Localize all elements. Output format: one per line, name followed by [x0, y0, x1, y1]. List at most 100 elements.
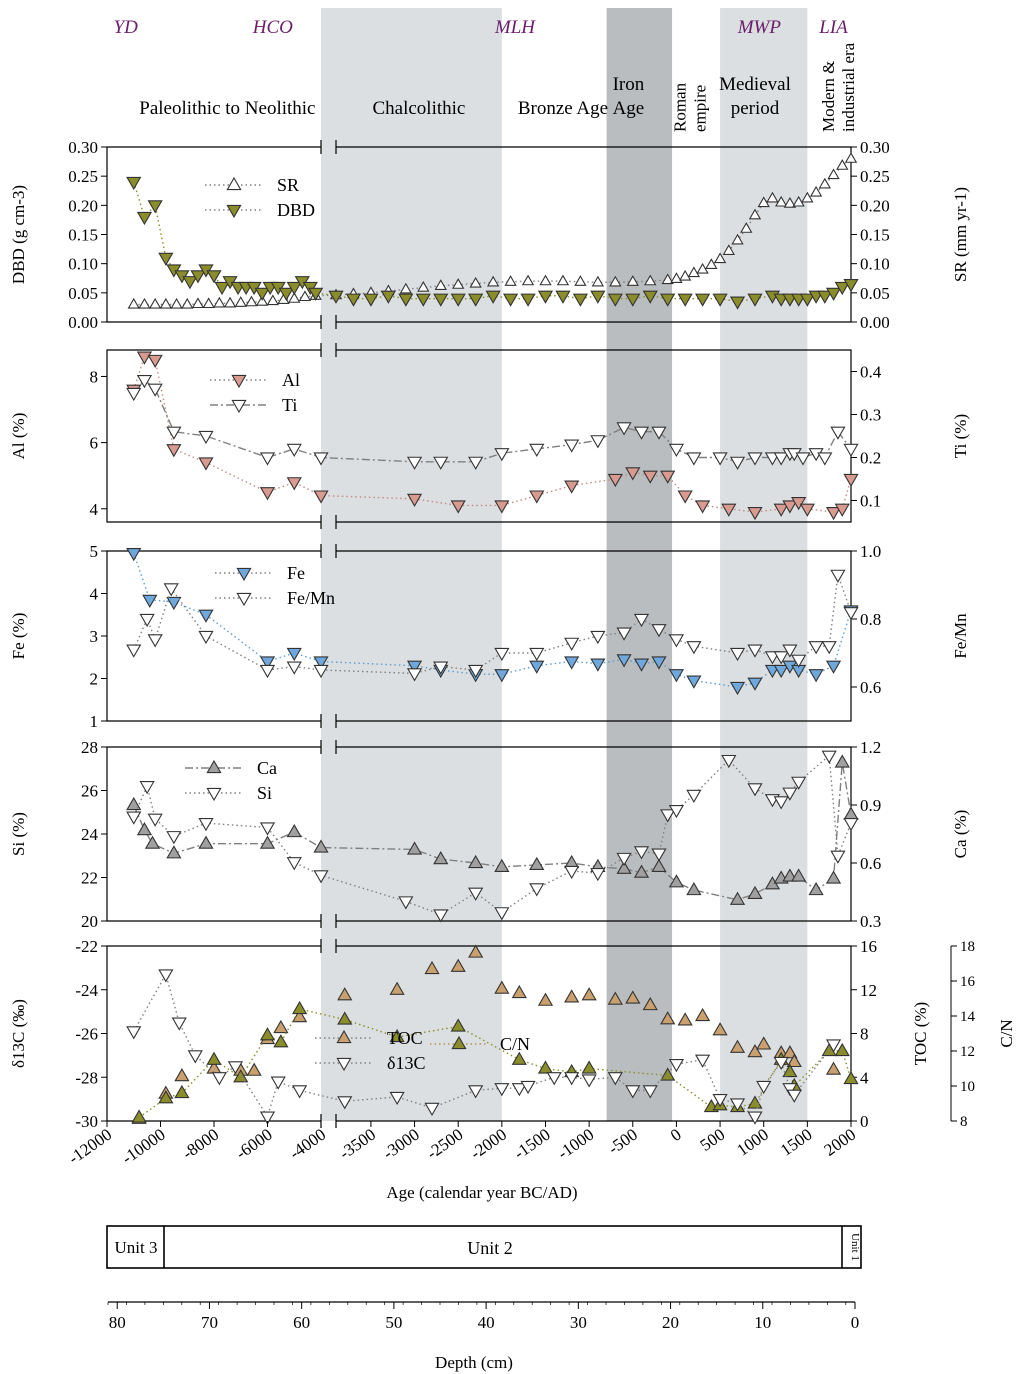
y-tick-label-right: 0.8	[860, 610, 881, 629]
panel-frame-right	[336, 550, 852, 722]
unit-column-frame	[106, 1225, 862, 1269]
data-point-Ti	[795, 452, 811, 466]
climate-period-label: HCO	[252, 17, 293, 38]
x-tick-label: -500	[605, 1125, 641, 1158]
y-axis-title-left: Si (%)	[9, 812, 28, 856]
y-tick-label-right: 0.9	[860, 796, 881, 815]
data-point-Ti	[259, 452, 276, 466]
y-axis-title-right: Ti (%)	[951, 414, 970, 458]
y-tick-label-left: 0.15	[68, 226, 98, 245]
depth-tick-label: 40	[478, 1313, 495, 1332]
data-point-Fe/Mn	[651, 624, 667, 638]
data-point-Ca	[144, 835, 161, 849]
data-point-Ca	[126, 796, 142, 811]
data-point-SR	[722, 244, 735, 255]
x-tick-label: 500	[697, 1125, 729, 1155]
data-point-C/N	[131, 1109, 147, 1123]
data-point-Fe/Mn	[616, 627, 632, 641]
legend-label: Ti	[282, 395, 297, 415]
data-point-SR	[223, 296, 237, 308]
legend-label: SR	[277, 175, 299, 195]
culture-label: Chalcolithic	[372, 98, 465, 119]
data-point-DBD	[182, 276, 198, 290]
x-tick-label: -3500	[336, 1125, 379, 1163]
data-point-Fe/Mn	[433, 661, 449, 675]
culture-label: Iron	[613, 74, 645, 95]
data-point-Ti	[494, 448, 510, 462]
data-point-δ13C	[494, 1083, 510, 1097]
data-point-Ti	[590, 435, 606, 449]
data-point-TOC	[825, 1061, 842, 1075]
data-point-TOC	[756, 1036, 772, 1050]
data-point-Ca	[633, 864, 650, 878]
data-point-Ca	[747, 885, 763, 900]
y-tick-label-right: 0.10	[860, 255, 890, 274]
data-point-Ti	[686, 452, 702, 466]
data-point-DBD	[126, 176, 142, 191]
climate-period-label: LIA	[818, 17, 848, 38]
data-point-TOC	[747, 1043, 763, 1058]
depth-tick-label: 10	[754, 1313, 771, 1332]
data-point-Si	[616, 852, 632, 867]
data-point-TOC	[607, 991, 623, 1005]
data-point-TOC	[337, 987, 353, 1001]
data-point-Ca	[494, 858, 510, 872]
data-point-Ca	[564, 854, 580, 869]
data-point-C/N	[174, 1084, 190, 1099]
age-axis-title: Age (calendar year BC/AD)	[386, 1183, 577, 1202]
data-point-DBD	[190, 270, 206, 284]
y-axis-title-right2: C/N	[997, 1019, 1016, 1047]
data-point-SR	[766, 191, 779, 203]
data-point-Fe	[126, 548, 142, 562]
data-point-SR	[521, 274, 535, 286]
data-point-Ca	[834, 754, 850, 768]
legend-label: C/N	[500, 1034, 530, 1054]
data-point-Fe	[286, 647, 302, 662]
data-point-Si	[139, 781, 155, 795]
data-point-TOC	[450, 958, 466, 972]
data-point-Fe	[633, 658, 650, 672]
y-tick-label-right2: 12	[960, 1044, 975, 1060]
data-point-Fe/Mn	[126, 644, 142, 658]
data-point-Al	[782, 500, 798, 514]
data-point-Si	[433, 909, 449, 923]
data-point-SR	[713, 252, 727, 264]
data-point-Ti	[147, 383, 163, 397]
legend-marker	[206, 759, 222, 774]
data-point-Ca	[313, 839, 329, 853]
data-point-SR	[504, 275, 517, 286]
x-tick-label: -3000	[379, 1125, 422, 1163]
x-tick-label: -1500	[510, 1125, 553, 1163]
data-point-TOC	[424, 960, 440, 975]
data-point-SR	[661, 273, 674, 285]
data-point-SR	[574, 275, 587, 286]
y-tick-label-right: 0.3	[860, 406, 881, 425]
data-point-Si	[668, 804, 685, 819]
data-point-DBD	[450, 293, 466, 307]
y-tick-label-right: 0	[860, 1112, 869, 1131]
data-point-Ti	[564, 439, 580, 453]
depth-tick-label: 30	[570, 1313, 587, 1332]
data-point-SR	[705, 258, 718, 269]
data-point-DBD	[502, 293, 519, 307]
data-point-Al	[450, 500, 466, 514]
data-point-Si	[721, 754, 737, 769]
data-point-SR	[696, 262, 709, 274]
y-tick-label-right: 12	[860, 981, 877, 1000]
data-point-Al	[564, 480, 580, 494]
data-point-Fe	[686, 675, 702, 689]
y-axis-title-right: Fe/Mn	[951, 613, 970, 659]
data-point-SR	[731, 233, 744, 245]
data-point-Ti	[198, 430, 214, 445]
data-point-Ti	[166, 426, 182, 440]
panel-frame-left	[106, 349, 321, 523]
data-point-TOC	[246, 1062, 262, 1076]
data-point-SR	[844, 152, 858, 163]
data-point-SR	[609, 275, 622, 287]
data-point-Si	[590, 868, 606, 882]
data-point-Fe/Mn	[286, 661, 302, 675]
data-point-Ca	[825, 870, 842, 884]
data-point-DBD	[308, 287, 324, 301]
data-point-C/N	[337, 1011, 353, 1025]
